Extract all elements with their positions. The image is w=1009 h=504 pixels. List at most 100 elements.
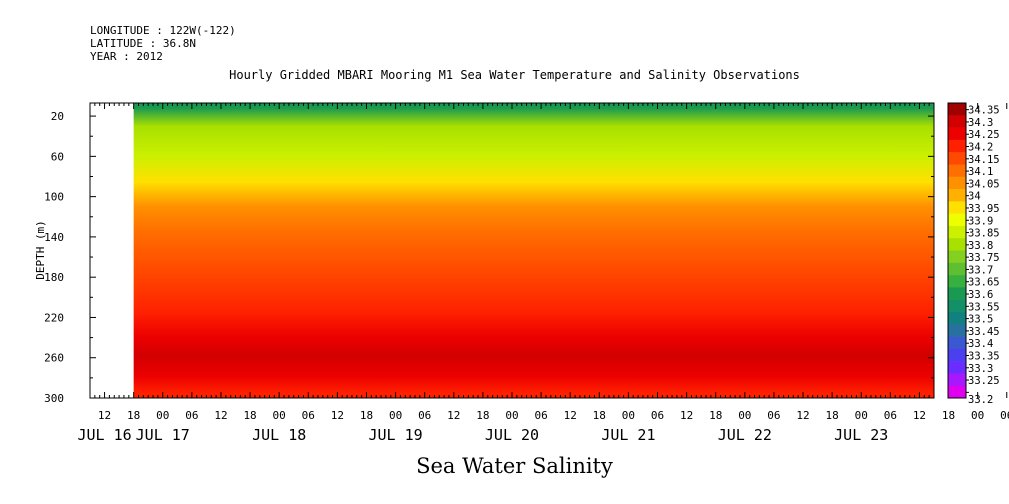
x-tick-label: 00 [389, 409, 402, 422]
colorbar-swatch [948, 238, 966, 251]
x-tick-label: 00 [273, 409, 286, 422]
colorbar-label: 33.3 [968, 363, 993, 375]
salinity-field [133, 103, 935, 398]
latitude-label: LATITUDE : 36.8N [90, 37, 196, 50]
year-label: YEAR : 2012 [90, 50, 163, 63]
x-tick-label: 06 [651, 409, 664, 422]
x-tick-label: 12 [214, 409, 227, 422]
colorbar-label: 34.2 [968, 142, 993, 154]
colorbar-label: 33.25 [968, 375, 1000, 387]
x-day-label: JUL 23 [834, 426, 888, 444]
x-tick-label: 00 [505, 409, 518, 422]
colorbar-label: 33.35 [968, 350, 1000, 362]
colorbar-swatch [948, 152, 966, 165]
colorbar-swatch [948, 299, 966, 313]
x-tick-label: 18 [942, 409, 955, 422]
x-tick-label: 18 [127, 409, 140, 422]
x-tick-label: 06 [1000, 409, 1009, 422]
x-tick-label: 18 [593, 409, 606, 422]
colorbar-label: 34.25 [968, 129, 1000, 141]
colorbar-swatch [948, 262, 966, 276]
colorbar-swatch [948, 225, 966, 239]
y-axis-label: DEPTH (m) [34, 220, 47, 280]
x-tick-label: 12 [331, 409, 344, 422]
x-tick-label: 12 [913, 409, 926, 422]
colorbar-label: 33.85 [968, 228, 1000, 240]
y-tick-label: 260 [44, 352, 64, 365]
colorbar-swatch [948, 336, 966, 350]
colorbar-label: 34.3 [968, 117, 993, 129]
x-day-label: JUL 21 [601, 426, 655, 444]
plot-area [89, 102, 935, 399]
y-tick-label: 100 [44, 191, 64, 204]
x-tick-label: 12 [680, 409, 693, 422]
colorbar-swatch [948, 189, 966, 202]
x-tick-label: 00 [622, 409, 635, 422]
x-tick-label: 00 [738, 409, 751, 422]
x-tick-label: 18 [476, 409, 489, 422]
location-metadata: LONGITUDE : 122W(-122) LATITUDE : 36.8N … [90, 24, 236, 63]
colorbar-label: 33.65 [968, 277, 1000, 289]
colorbar-label: 33.45 [968, 326, 1000, 338]
colorbar-label: 33.9 [968, 215, 993, 227]
colorbar-label: 33.75 [968, 252, 1000, 264]
colorbar-swatch [948, 361, 966, 374]
colorbar-label: 33.8 [968, 240, 993, 252]
colorbar-label: 33.2 [968, 394, 993, 406]
colorbar-swatch [948, 348, 966, 362]
x-day-label: JUL 17 [136, 426, 190, 444]
x-tick-label: 06 [534, 409, 547, 422]
colorbar-swatch [948, 311, 966, 325]
colorbar-label: 34.1 [968, 166, 993, 178]
colorbar-swatch [948, 275, 966, 288]
colorbar-label: 33.7 [968, 264, 993, 276]
colorbar-label: 34 [968, 191, 981, 203]
y-tick-label: 220 [44, 311, 64, 324]
x-tick-label: 12 [564, 409, 577, 422]
colorbar-swatch [948, 213, 966, 227]
x-tick-label: 06 [767, 409, 780, 422]
x-tick-label: 12 [98, 409, 111, 422]
y-tick-label: 300 [44, 392, 64, 405]
colorbar-swatch [948, 103, 966, 116]
x-tick-label: 06 [185, 409, 198, 422]
colorbar-label: 34.35 [968, 105, 1000, 117]
longitude-label: LONGITUDE : 122W(-122) [90, 24, 236, 37]
x-tick-label: 06 [884, 409, 897, 422]
x-tick-label: 18 [826, 409, 839, 422]
x-tick-label: 06 [302, 409, 315, 422]
colorbar-label: 34.15 [968, 154, 1000, 166]
x-day-label: JUL 18 [252, 426, 306, 444]
colorbar-swatch [948, 287, 966, 300]
colorbar-swatch [948, 250, 966, 264]
colorbar-frame [947, 102, 967, 399]
x-tick-label: 12 [796, 409, 809, 422]
x-tick-label: 18 [709, 409, 722, 422]
colorbar-swatch [948, 373, 966, 387]
colorbar-swatch [948, 115, 966, 128]
colorbar-label: 33.4 [968, 338, 993, 350]
x-tick-label: 00 [855, 409, 868, 422]
x-tick-label: 00 [156, 409, 169, 422]
colorbar-swatch [948, 139, 966, 153]
colorbar-swatch [948, 176, 966, 190]
y-tick-label: 20 [51, 110, 64, 123]
x-day-label: JUL 20 [485, 426, 539, 444]
colorbar-swatch [948, 324, 966, 337]
chart-title: Hourly Gridded MBARI Mooring M1 Sea Wate… [229, 68, 800, 82]
colorbar-swatch [948, 127, 966, 141]
colorbar-swatch [948, 385, 966, 399]
y-tick-label: 60 [51, 150, 64, 163]
x-day-label: JUL 16 [77, 426, 131, 444]
x-tick-label: 18 [243, 409, 256, 422]
x-day-label: JUL 19 [368, 426, 422, 444]
colorbar-label: 33.5 [968, 314, 993, 326]
x-tick-label: 06 [418, 409, 431, 422]
x-tick-label: 18 [360, 409, 373, 422]
x-tick-label: 12 [447, 409, 460, 422]
colorbar-label: 33.6 [968, 289, 993, 301]
y-tick-label: 140 [44, 231, 64, 244]
x-axis: 12 18 00 06 12 18 00 06 12 18 00 06 12 18 00 06 12 18 00 06… [77, 103, 1009, 444]
colorbar-label: 34.05 [968, 178, 1000, 190]
